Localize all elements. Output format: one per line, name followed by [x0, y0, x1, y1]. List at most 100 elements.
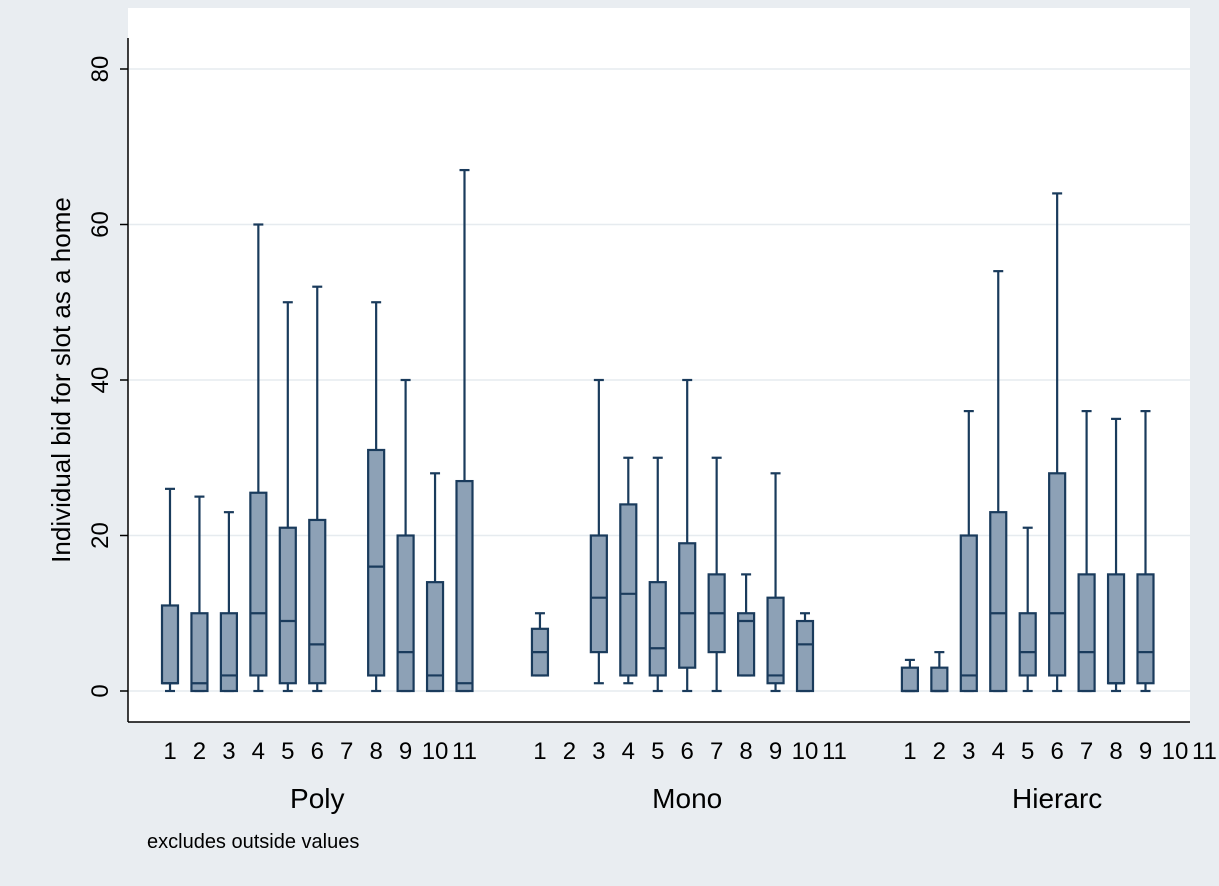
x-tick-label: 9	[399, 738, 412, 765]
box-poly-5	[278, 301, 297, 693]
x-tick-labels: 1 2 3 4 5 6 7 8 9 10 11 1 2 3 4 5 6 7 8 9 10 11 1 2 3 4 5 6 7 8 9 10 11	[163, 738, 1217, 765]
iqr-box	[959, 534, 978, 693]
box-mono-10	[795, 612, 815, 693]
x-tick-label: 1	[163, 738, 176, 765]
y-tick-label: 20	[87, 522, 114, 549]
box-mono-7	[707, 456, 726, 693]
box-mono-8	[736, 573, 756, 677]
box-poly-4	[249, 223, 268, 693]
iqr-box	[989, 511, 1008, 693]
x-tick-label: 7	[340, 738, 353, 765]
x-tick-label: 10	[422, 738, 449, 765]
x-tick-label: 10	[792, 738, 819, 765]
box-poly-10	[425, 472, 445, 693]
x-tick-label: 8	[739, 738, 752, 765]
x-tick-label: 4	[252, 738, 265, 765]
iqr-box	[1136, 573, 1155, 685]
iqr-box	[795, 619, 815, 693]
y-axis-label: Individual bid for slot as a home	[46, 197, 76, 563]
box-hierarc-9	[1136, 410, 1155, 693]
iqr-box	[367, 448, 386, 677]
iqr-box	[396, 534, 415, 693]
x-tick-label: 5	[281, 738, 294, 765]
group-labels: Poly Mono Hierarc	[290, 783, 1102, 814]
iqr-box	[1018, 612, 1037, 677]
iqr-box	[619, 503, 638, 677]
box-poly-11	[455, 168, 474, 693]
y-tick-label: 80	[87, 56, 114, 83]
x-tick-label: 1	[533, 738, 546, 765]
box-poly-3	[219, 511, 238, 693]
group-label-hierarc: Hierarc	[1012, 783, 1102, 814]
x-tick-label: 6	[681, 738, 694, 765]
x-tick-label: 2	[563, 738, 576, 765]
iqr-box	[736, 612, 756, 677]
x-tick-label: 9	[769, 738, 782, 765]
iqr-box	[219, 612, 238, 693]
iqr-box	[455, 479, 474, 693]
box-hierarc-4	[989, 270, 1008, 693]
boxes	[160, 168, 1155, 693]
box-poly-1	[160, 487, 180, 693]
iqr-box	[678, 542, 697, 669]
box-mono-6	[678, 378, 697, 693]
iqr-box	[1077, 573, 1096, 693]
box-mono-4	[619, 456, 638, 685]
x-tick-label: 10	[1162, 738, 1189, 765]
x-tick-label: 7	[710, 738, 723, 765]
x-tick-label: 9	[1139, 738, 1152, 765]
x-tick-label: 11	[822, 738, 847, 765]
x-tick-label: 11	[1192, 738, 1217, 765]
x-tick-label: 8	[369, 738, 382, 765]
x-tick-label: 3	[592, 738, 605, 765]
box-poly-6	[308, 285, 327, 693]
x-tick-label: 4	[992, 738, 1005, 765]
iqr-box	[1106, 573, 1126, 685]
iqr-box	[900, 666, 920, 693]
note-text: excludes outside values	[147, 831, 359, 853]
box-mono-5	[648, 456, 667, 693]
x-tick-label: 8	[1109, 738, 1122, 765]
y-tick-label: 60	[87, 211, 114, 238]
group-label-mono: Mono	[652, 783, 722, 814]
iqr-box	[190, 612, 209, 693]
box-poly-8	[367, 301, 386, 693]
box-poly-2	[190, 495, 209, 693]
iqr-box	[278, 526, 297, 685]
x-tick-label: 11	[452, 738, 477, 765]
y-ticks: 0 20 40 60 80	[87, 56, 128, 698]
x-tick-label: 5	[1021, 738, 1034, 765]
box-mono-9	[766, 472, 785, 693]
iqr-box	[425, 581, 445, 693]
iqr-box	[589, 534, 608, 654]
iqr-box	[249, 491, 268, 677]
iqr-box	[308, 518, 327, 685]
iqr-box	[930, 666, 949, 693]
box-hierarc-5	[1018, 526, 1037, 693]
box-poly-9	[396, 378, 415, 693]
x-tick-label: 6	[311, 738, 324, 765]
box-hierarc-1	[900, 658, 920, 693]
x-tick-label: 7	[1080, 738, 1093, 765]
iqr-box	[160, 604, 180, 685]
x-tick-label: 5	[651, 738, 664, 765]
x-tick-label: 6	[1050, 738, 1063, 765]
y-tick-label: 40	[87, 367, 114, 394]
x-tick-label: 2	[933, 738, 946, 765]
box-hierarc-7	[1077, 410, 1096, 693]
box-hierarc-8	[1106, 417, 1126, 693]
iqr-box	[1048, 472, 1067, 677]
x-tick-label: 2	[193, 738, 206, 765]
x-tick-label: 3	[222, 738, 235, 765]
box-mono-3	[589, 378, 608, 685]
box-mono-1	[530, 612, 550, 677]
box-hierarc-3	[959, 410, 978, 693]
iqr-box	[766, 596, 785, 685]
y-tick-label: 0	[87, 684, 114, 697]
x-tick-label: 1	[903, 738, 916, 765]
x-tick-label: 4	[622, 738, 635, 765]
box-hierarc-6	[1048, 192, 1067, 693]
iqr-box	[648, 581, 667, 677]
group-label-poly: Poly	[290, 783, 344, 814]
